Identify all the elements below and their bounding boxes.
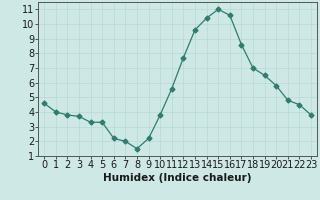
X-axis label: Humidex (Indice chaleur): Humidex (Indice chaleur) (103, 173, 252, 183)
